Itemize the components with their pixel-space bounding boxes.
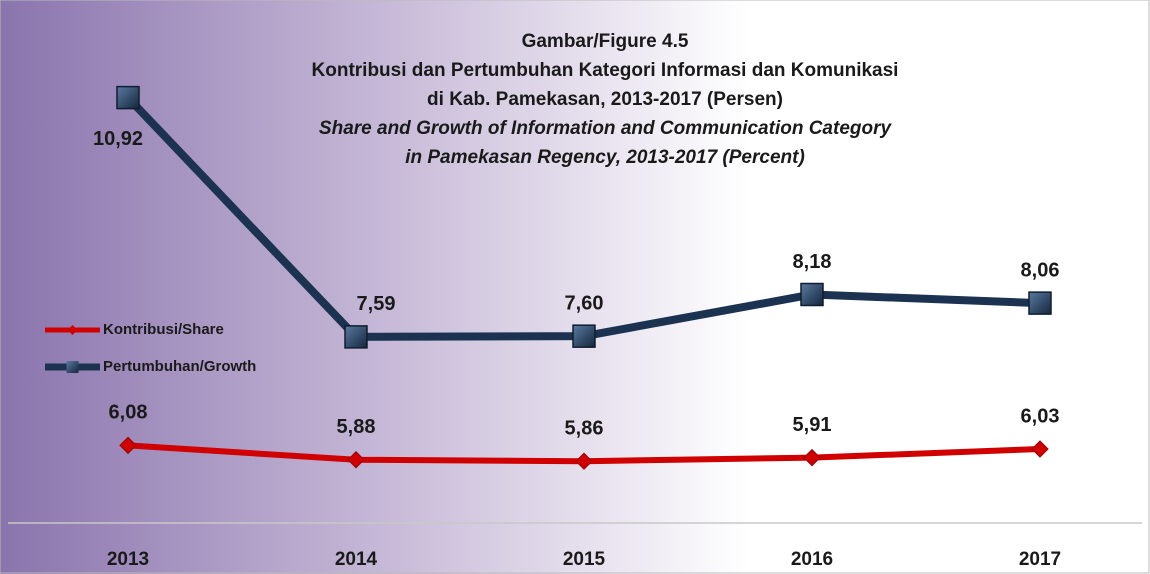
data-label: 7,60: [565, 292, 604, 314]
legend-marker: [67, 325, 78, 335]
x-tick-label: 2017: [1019, 549, 1061, 570]
data-label: 8,18: [793, 251, 832, 273]
x-tick-label: 2015: [563, 549, 606, 570]
data-label: 6,03: [1021, 405, 1060, 427]
point: [800, 282, 824, 307]
point: [575, 452, 593, 470]
chart-title: Share and Growth of Information and Comm…: [319, 118, 893, 139]
chart-title: Kontribusi dan Pertumbuhan Kategori Info…: [312, 60, 899, 81]
point: [347, 451, 365, 469]
data-label: 5,86: [565, 417, 604, 439]
x-tick-label: 2014: [335, 549, 378, 570]
point: [119, 436, 137, 455]
data-label: 10,92: [93, 128, 143, 150]
data-label: 8,06: [1021, 259, 1060, 281]
point: [803, 448, 821, 467]
chart-title: in Pamekasan Regency, 2013-2017 (Percent…: [405, 147, 805, 168]
point: [572, 324, 596, 348]
legend-marker: [66, 361, 79, 373]
data-label: 5,88: [337, 416, 376, 438]
legend-label: Kontribusi/Share: [103, 321, 224, 338]
data-label: 5,91: [793, 414, 832, 436]
data-label: 6,08: [109, 402, 148, 424]
x-tick-label: 2016: [791, 549, 833, 570]
point: [1031, 440, 1049, 458]
x-tick-label: 2013: [107, 549, 149, 570]
data-label: 7,59: [357, 293, 396, 315]
point: [344, 325, 368, 349]
chart-title: Gambar/Figure 4.5: [522, 31, 689, 52]
point: [1028, 291, 1052, 315]
legend-label: Pertumbuhan/Growth: [103, 358, 256, 375]
chart-title: di Kab. Pamekasan, 2013-2017 (Persen): [427, 89, 783, 110]
point: [116, 85, 140, 110]
